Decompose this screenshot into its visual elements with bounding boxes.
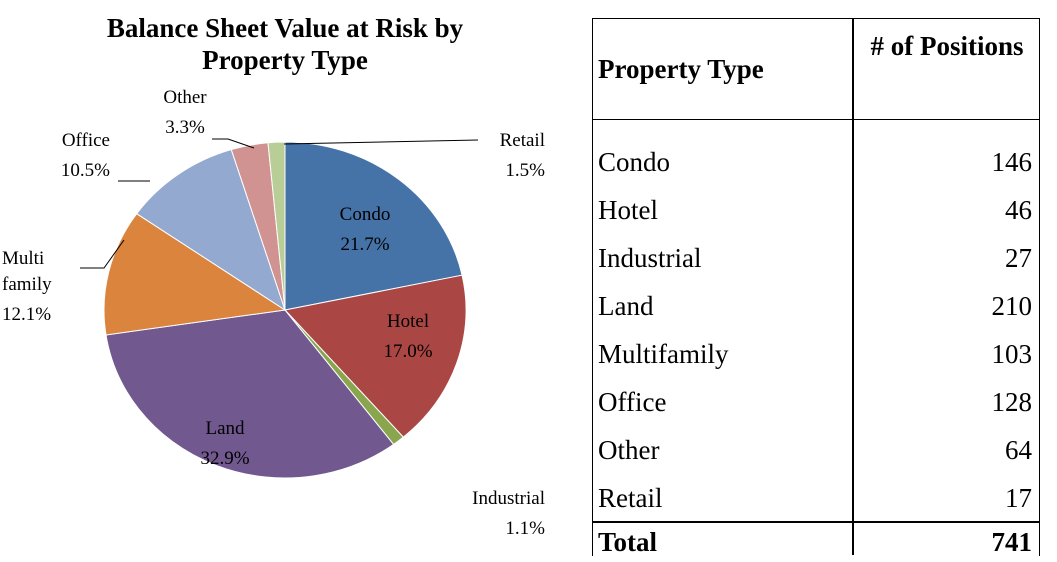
row-label: Office bbox=[598, 387, 667, 417]
row-label: Multifamily bbox=[598, 339, 729, 369]
total-value: 741 bbox=[991, 527, 1033, 557]
leader-line bbox=[283, 139, 479, 145]
pie-slice bbox=[105, 309, 395, 479]
column-divider bbox=[852, 18, 854, 555]
row-label: Land bbox=[598, 291, 654, 321]
slice-label: Condo bbox=[339, 204, 391, 225]
header-box bbox=[592, 18, 1040, 120]
leader-lines bbox=[80, 138, 479, 269]
leader-line bbox=[80, 239, 125, 269]
slice-value: 3.3% bbox=[165, 117, 205, 138]
row-label: Condo bbox=[598, 147, 671, 177]
chart-title: Balance Sheet Value at Risk by Property … bbox=[106, 13, 464, 75]
slice-label: Other bbox=[163, 87, 207, 108]
slice-label: Land bbox=[205, 418, 245, 439]
slice-label: Retail bbox=[499, 130, 545, 151]
body-box bbox=[592, 120, 1040, 522]
row-label: Industrial bbox=[598, 243, 702, 273]
row-value: 128 bbox=[991, 387, 1033, 417]
total-box bbox=[592, 522, 1040, 556]
total-label: Total bbox=[598, 527, 658, 557]
slice-label: Hotel bbox=[386, 311, 430, 332]
slice-label: Industrial bbox=[472, 488, 545, 509]
row-value: 27 bbox=[1005, 243, 1032, 273]
slice-label: Office bbox=[61, 130, 110, 151]
pie-slice bbox=[284, 274, 467, 438]
row-value: 210 bbox=[991, 291, 1033, 321]
pie-slice bbox=[135, 148, 286, 312]
pie-slice bbox=[267, 141, 286, 311]
slice-value: 1.1% bbox=[505, 518, 545, 539]
row-label: Other bbox=[598, 435, 660, 465]
header-cell: Property Type bbox=[598, 54, 764, 84]
slice-value: 1.5% bbox=[505, 160, 545, 181]
slice-value: 10.5% bbox=[60, 160, 110, 181]
row-value: 17 bbox=[1005, 483, 1032, 513]
row-value: 64 bbox=[1005, 435, 1032, 465]
slice-label: Multi family bbox=[2, 248, 52, 295]
slice-value: 12.1% bbox=[2, 304, 52, 325]
slice-value: 32.9% bbox=[200, 448, 250, 469]
row-value: 46 bbox=[1005, 195, 1032, 225]
pie-chart bbox=[80, 138, 479, 479]
row-label: Retail bbox=[598, 483, 663, 513]
row-value: 146 bbox=[991, 147, 1033, 177]
pie-slice bbox=[103, 213, 287, 336]
slice-value: 21.7% bbox=[340, 234, 390, 255]
header-cell: # of Positions bbox=[870, 31, 1024, 61]
row-label: Hotel bbox=[598, 195, 658, 225]
slice-value: 17.0% bbox=[383, 341, 433, 362]
leader-line bbox=[212, 138, 255, 149]
row-value: 103 bbox=[991, 339, 1033, 369]
